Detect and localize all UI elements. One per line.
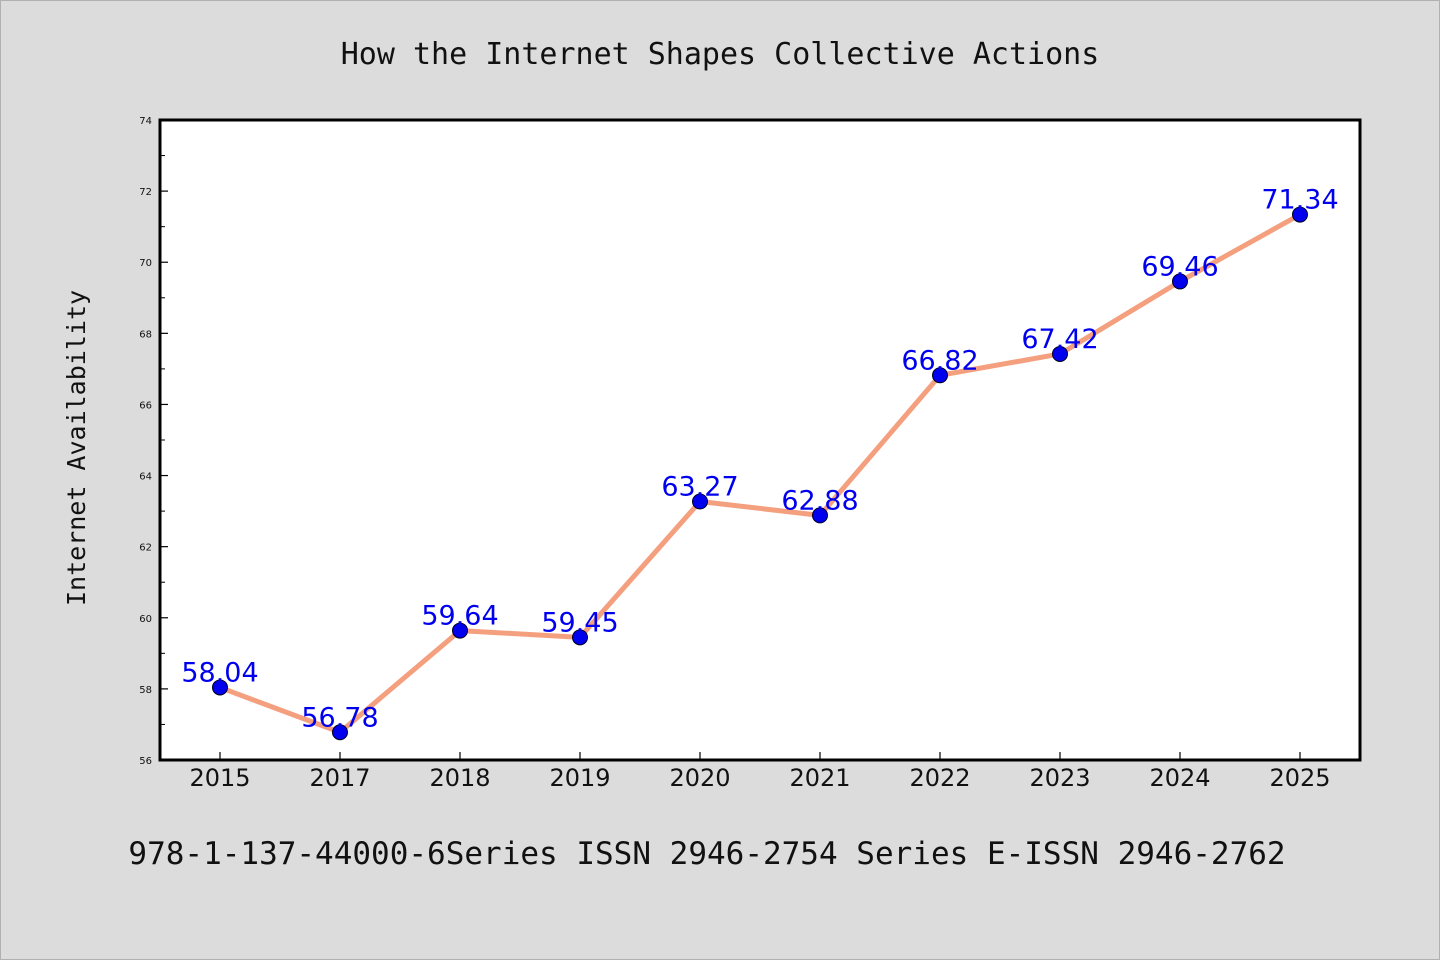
plot-area bbox=[158, 118, 1362, 762]
data-point-marker bbox=[1172, 273, 1188, 290]
y-tick-label: 72 bbox=[139, 187, 152, 198]
x-axis: 2015 2017 2018 2019 2020 2021 2022 2023 2024 2025 bbox=[189, 752, 1331, 792]
data-label: 67.42 bbox=[1021, 324, 1098, 355]
y-axis: 56 58 60 62 64 66 68 70 72 74 bbox=[139, 116, 168, 767]
data-labels: 58.04 56.78 59.64 59.45 63.27 62.88 66.82 67.42… bbox=[181, 185, 1338, 734]
data-label: 63.27 bbox=[661, 472, 738, 503]
series-line bbox=[217, 212, 1303, 735]
data-point-marker bbox=[212, 679, 228, 696]
data-point-marker bbox=[812, 507, 828, 524]
x-tick-label: 2021 bbox=[789, 764, 850, 792]
data-label: 62.88 bbox=[781, 485, 858, 516]
y-tick-label: 74 bbox=[139, 116, 152, 127]
y-tick-label: 56 bbox=[139, 756, 152, 767]
y-tick-label: 60 bbox=[139, 614, 152, 625]
x-tick-label: 2025 bbox=[1269, 764, 1330, 792]
y-tick-label: 68 bbox=[139, 329, 152, 340]
data-point-marker bbox=[452, 622, 468, 639]
x-tick-label: 2017 bbox=[309, 764, 370, 792]
data-point-marker bbox=[932, 367, 948, 384]
footer-isbn-text: 978-1-137-44000-6Series ISSN 2946-2754 S… bbox=[128, 836, 1285, 872]
data-point-marker bbox=[332, 724, 348, 741]
markers bbox=[212, 206, 1308, 741]
x-tick-label: 2022 bbox=[909, 764, 970, 792]
y-axis-label: Internet Availability bbox=[62, 290, 91, 606]
x-tick-label: 2023 bbox=[1029, 764, 1090, 792]
data-point-marker bbox=[692, 493, 708, 510]
x-tick-label: 2020 bbox=[669, 764, 730, 792]
y-tick-label: 70 bbox=[139, 258, 152, 269]
data-label: 58.04 bbox=[181, 657, 258, 688]
y-tick-label: 58 bbox=[139, 685, 152, 696]
data-label: 59.64 bbox=[421, 601, 498, 632]
chart-title: How the Internet Shapes Collective Actio… bbox=[341, 37, 1100, 72]
data-point-marker bbox=[572, 629, 588, 646]
data-label: 71.34 bbox=[1261, 185, 1338, 216]
data-point-marker bbox=[1292, 206, 1308, 223]
data-label: 69.46 bbox=[1141, 251, 1218, 282]
series-line-group bbox=[217, 212, 1303, 735]
data-point-marker bbox=[1052, 345, 1068, 362]
data-label: 59.45 bbox=[541, 607, 618, 638]
y-tick-label: 64 bbox=[139, 472, 152, 483]
x-tick-label: 2019 bbox=[549, 764, 610, 792]
data-label: 66.82 bbox=[901, 345, 978, 376]
x-tick-label: 2015 bbox=[189, 764, 250, 792]
y-tick-label: 66 bbox=[139, 400, 152, 411]
data-label: 56.78 bbox=[301, 702, 378, 733]
x-tick-label: 2024 bbox=[1149, 764, 1210, 792]
x-tick-label: 2018 bbox=[429, 764, 490, 792]
y-tick-label: 62 bbox=[139, 543, 152, 554]
